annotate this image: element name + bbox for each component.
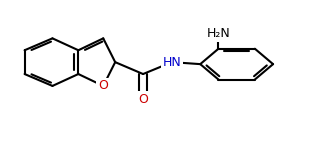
Text: HN: HN <box>162 56 181 69</box>
Text: O: O <box>138 93 148 106</box>
Text: H₂N: H₂N <box>207 27 230 40</box>
Text: O: O <box>98 79 108 92</box>
